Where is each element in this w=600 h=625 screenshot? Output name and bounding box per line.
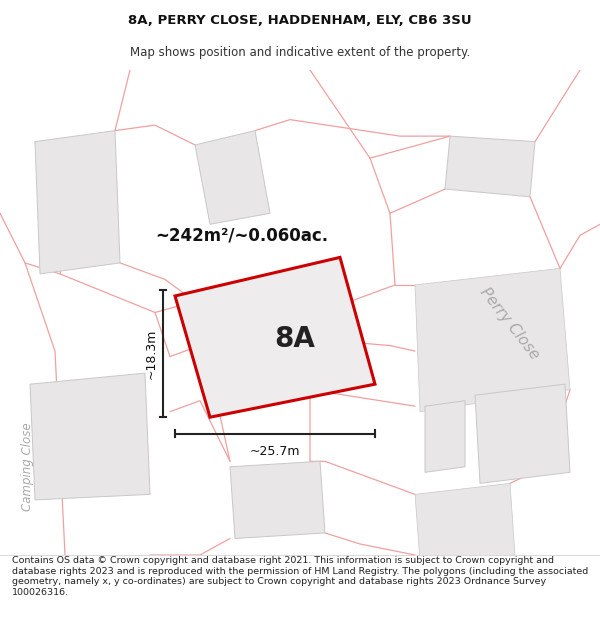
Text: ~18.3m: ~18.3m xyxy=(145,329,157,379)
Polygon shape xyxy=(475,384,570,483)
Text: Perry Close: Perry Close xyxy=(478,285,542,362)
Text: Map shows position and indicative extent of the property.: Map shows position and indicative extent… xyxy=(130,46,470,59)
Polygon shape xyxy=(35,131,120,274)
Polygon shape xyxy=(195,131,270,224)
Text: 8A, PERRY CLOSE, HADDENHAM, ELY, CB6 3SU: 8A, PERRY CLOSE, HADDENHAM, ELY, CB6 3SU xyxy=(128,14,472,28)
Polygon shape xyxy=(425,401,465,472)
Text: ~25.7m: ~25.7m xyxy=(250,445,300,458)
Polygon shape xyxy=(445,136,535,197)
Text: Contains OS data © Crown copyright and database right 2021. This information is : Contains OS data © Crown copyright and d… xyxy=(12,556,588,597)
Polygon shape xyxy=(175,258,375,418)
Text: 8A: 8A xyxy=(275,324,316,352)
Text: ~242m²/~0.060ac.: ~242m²/~0.060ac. xyxy=(155,226,328,244)
Polygon shape xyxy=(415,268,570,412)
Polygon shape xyxy=(415,483,515,561)
Text: Camping Close: Camping Close xyxy=(22,422,35,511)
Polygon shape xyxy=(30,373,150,500)
Polygon shape xyxy=(230,461,325,539)
